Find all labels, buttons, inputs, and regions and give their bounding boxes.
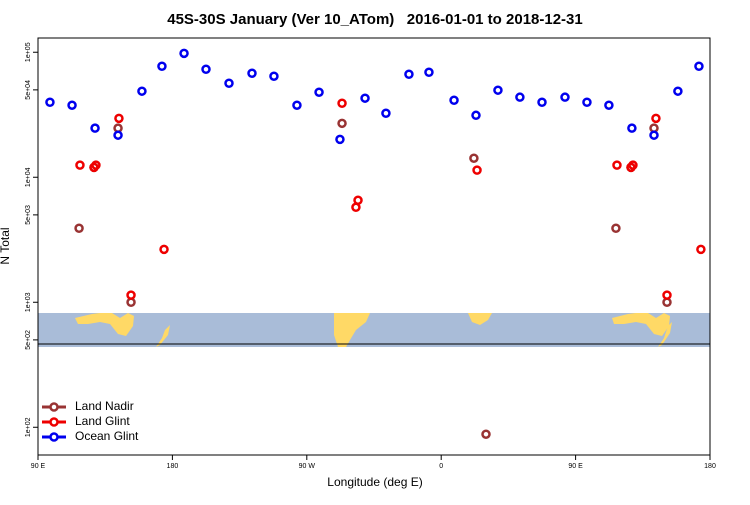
point [424,67,434,77]
point [224,78,234,88]
point [673,86,683,96]
point [649,130,659,140]
point [469,153,479,163]
y-tick-label: 1e+04 [25,167,32,187]
legend-label: Ocean Glint [75,429,139,443]
y-axis-label: N Total [0,227,12,264]
point [604,100,614,110]
point [114,113,124,124]
point [651,113,661,124]
point [137,86,147,96]
point [627,123,637,133]
point [90,123,100,133]
x-tick-label: 90 E [568,463,583,470]
point [292,100,302,110]
point [335,134,345,145]
x-tick-label: 180 [704,463,716,470]
y-tick-label: 1e+05 [25,42,32,62]
point [696,244,706,255]
point [75,160,85,170]
chart-title: 45S-30S January (Ver 10_ATom) 2016-01-01… [167,11,583,28]
point [472,165,482,175]
point [493,85,503,95]
x-tick-label: 90 E [31,463,46,470]
point [381,108,391,119]
point [537,97,547,108]
point [481,429,491,439]
y-tick-label: 1e+03 [25,292,32,312]
x-tick-label: 180 [167,463,179,470]
legend-marker [49,432,59,442]
point [662,290,672,300]
point [628,160,638,170]
point [404,69,414,79]
point [360,93,370,103]
point [45,97,55,108]
point [269,71,279,81]
point [515,92,525,102]
point [612,160,622,170]
point [179,48,189,59]
legend-label: Land Nadir [75,399,134,413]
point [126,290,136,300]
x-tick-label: 90 W [299,463,316,470]
point [159,244,169,255]
point [201,64,211,75]
x-tick-label: 0 [439,463,443,470]
point [560,92,570,102]
point [67,100,77,110]
map-strip [38,313,710,347]
point [247,68,257,79]
point [449,95,459,106]
legend-marker [49,402,59,412]
y-tick-label: 5e+04 [25,80,32,100]
point [337,118,347,129]
point [353,195,363,205]
plot-frame [37,37,711,456]
point [471,110,481,121]
y-tick-label: 5e+02 [25,330,32,350]
y-tick-label: 5e+03 [25,205,32,225]
legend-label: Land Glint [75,414,130,428]
legend-marker [49,417,59,427]
point [91,160,101,170]
point [582,97,592,108]
point [74,223,84,233]
point [337,98,347,108]
y-tick-label: 1e+02 [25,417,32,437]
point [694,61,704,71]
point [157,61,167,71]
point [113,130,123,140]
point [314,87,324,97]
point [611,223,621,233]
x-axis-label: Longitude (deg E) [327,475,422,489]
